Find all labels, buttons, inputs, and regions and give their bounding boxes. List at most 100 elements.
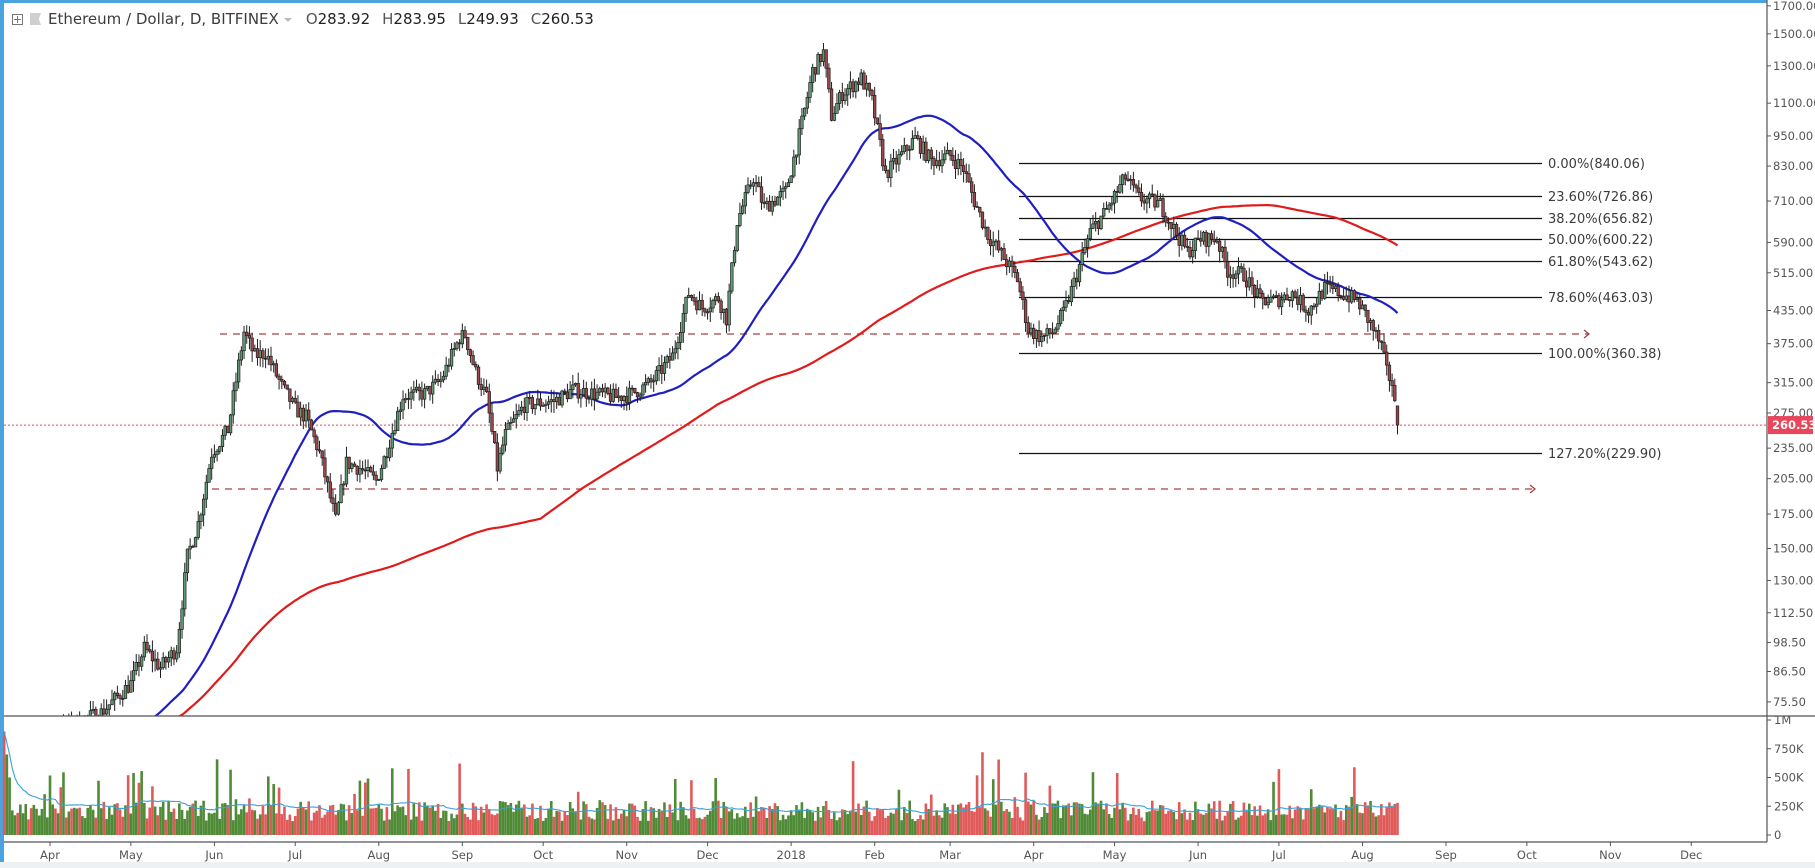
candle-body [393, 430, 397, 434]
candle-body [762, 201, 766, 205]
volume-bar [151, 786, 154, 835]
candle-body [118, 695, 122, 699]
candle-body [1385, 351, 1389, 366]
volume-bar [776, 806, 779, 835]
volume-bar [1134, 814, 1138, 835]
volume-bar [1318, 804, 1321, 835]
volume-bar [978, 807, 982, 835]
candle-body [266, 355, 270, 360]
candle-body [1174, 223, 1179, 236]
volume-bar [10, 810, 14, 835]
candle-body [62, 721, 65, 732]
candle-body [385, 456, 389, 459]
candle-body [894, 157, 898, 165]
candle-body [172, 650, 176, 660]
expand-icon[interactable] [12, 13, 23, 25]
symbol-title[interactable]: Ethereum / Dollar, D, BITFINEX [48, 10, 279, 28]
volume-bar [970, 810, 973, 835]
volume-bar [320, 817, 324, 835]
candle-body [1045, 328, 1049, 336]
volume-bar [738, 817, 742, 835]
volume-bar [447, 821, 451, 835]
candle-body [204, 481, 208, 500]
volume-bar [180, 809, 184, 835]
volume-bar [202, 800, 205, 835]
candle-body [425, 385, 429, 390]
candle-body [587, 397, 591, 400]
candle-body [1040, 335, 1044, 343]
candle-body [14, 786, 17, 791]
flag-icon[interactable] [30, 13, 41, 25]
time-tick-label: Jun [1188, 848, 1207, 862]
price-pane[interactable] [3, 43, 1767, 808]
candle-body [759, 186, 764, 203]
volume-bar [983, 808, 987, 835]
volume-bar [1153, 810, 1157, 835]
fib-level-label: 100.00%(360.38) [1548, 347, 1661, 362]
volume-bar [652, 808, 655, 835]
volume-bar [673, 779, 677, 835]
volume-bar [442, 810, 445, 835]
volume-bar [935, 810, 938, 835]
candle-body [334, 503, 338, 515]
volume-bar [1283, 814, 1286, 835]
candle-body [355, 465, 359, 475]
candle-body [88, 710, 93, 716]
volume-bar [1000, 801, 1003, 835]
candle-body [315, 436, 319, 451]
volume-bar [633, 805, 637, 835]
candle-body [54, 731, 57, 734]
volume-bar [711, 801, 715, 835]
time-tick-label: Dec [696, 848, 718, 862]
volume-bar [700, 819, 704, 835]
volume-bar [760, 806, 763, 835]
candle-body [460, 330, 464, 345]
volume-bar [846, 814, 850, 835]
volume-bar [1212, 801, 1216, 835]
volume-bar [504, 802, 507, 835]
candle-body [754, 182, 758, 184]
volume-bar [331, 804, 335, 835]
candle-body [953, 160, 958, 169]
volume-bar [1175, 819, 1178, 835]
candle-body [530, 397, 535, 410]
volume-bar [215, 759, 219, 835]
candle-body [38, 784, 41, 787]
volume-bar [948, 813, 952, 835]
volume-bar [342, 804, 346, 835]
candle-body [422, 388, 427, 400]
candle-body [1169, 221, 1173, 229]
candle-body [1266, 301, 1270, 306]
candle-body [1129, 179, 1133, 182]
candle-body [81, 726, 84, 727]
frame-border-top [0, 0, 1767, 3]
candle-body [964, 171, 968, 175]
volume-bar [1377, 815, 1380, 835]
candle-body [506, 422, 510, 430]
candle-body [414, 386, 419, 391]
candle-body [735, 225, 739, 251]
volume-bar [1293, 809, 1297, 835]
chevron-down-icon[interactable] [283, 18, 292, 22]
volume-bar [1105, 803, 1108, 835]
candle-body [1290, 291, 1295, 301]
volume-bar [43, 794, 46, 835]
volume-bar [40, 808, 44, 835]
volume-bar [857, 803, 860, 835]
volume-bar [1285, 814, 1289, 835]
volume-bar [587, 816, 591, 835]
candle-body [258, 350, 262, 358]
volume-bar [655, 817, 658, 835]
volume-bar [929, 794, 933, 835]
candle-body [285, 384, 289, 390]
volume-bar [1013, 797, 1017, 835]
candle-body [1153, 194, 1157, 208]
candle-body [1368, 320, 1373, 323]
candle-body [46, 739, 49, 758]
candle-body [517, 410, 521, 415]
candle-body [387, 447, 392, 459]
candle-body [802, 107, 807, 117]
candle-body [1053, 328, 1057, 334]
volume-bar [194, 800, 197, 835]
